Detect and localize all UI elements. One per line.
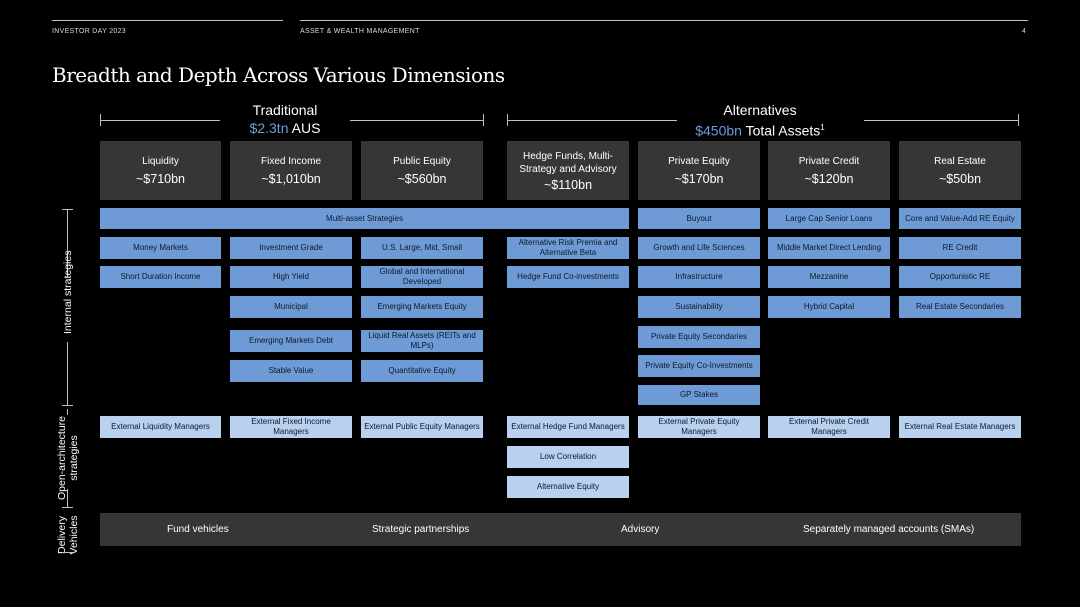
box-middle-market: Middle Market Direct Lending — [768, 237, 890, 259]
box-opportunistic-re: Opportunistic RE — [899, 266, 1021, 288]
side-label-delivery: Delivery Vehicles — [56, 515, 80, 555]
delivery-smas: Separately managed accounts (SMAs) — [803, 524, 975, 535]
box-quantitative-equity: Quantitative Equity — [361, 360, 483, 382]
box-ext-hedge-fund: External Hedge Fund Managers — [507, 416, 629, 438]
box-large-cap-senior: Large Cap Senior Loans — [768, 208, 890, 229]
box-pe-coinv: Private Equity Co-Investments — [638, 355, 760, 377]
alternatives-amount: $450bn — [695, 122, 742, 139]
box-re-secondaries: Real Estate Secondaries — [899, 296, 1021, 318]
traditional-label: Traditional — [252, 102, 318, 118]
alternatives-bracket-right-tick — [1018, 114, 1019, 126]
box-low-correlation: Low Correlation — [507, 446, 629, 468]
side-label-internal: Internal strategies — [62, 250, 74, 334]
traditional-bracket-right-tick — [483, 114, 484, 126]
header-line-right — [300, 20, 1028, 21]
page-title: Breadth and Depth Across Various Dimensi… — [52, 63, 505, 87]
box-growth-life: Growth and Life Sciences — [638, 237, 760, 259]
side-tick-delivery-bottom — [62, 552, 73, 553]
box-infrastructure: Infrastructure — [638, 266, 760, 288]
delivery-vehicles-bar: Fund vehicles Strategic partnerships Adv… — [100, 513, 1021, 546]
box-global-intl: Global and International Developed — [361, 266, 483, 288]
box-us-large-mid-small: U.S. Large, Mid, Small — [361, 237, 483, 259]
alternatives-label: Alternatives — [723, 102, 797, 118]
category-liquidity: Liquidity ~$710bn — [100, 141, 221, 200]
category-hedge-funds: Hedge Funds, Multi-Strategy and Advisory… — [507, 141, 629, 200]
box-stable-value: Stable Value — [230, 360, 352, 382]
delivery-strategic-partnerships: Strategic partnerships — [372, 524, 470, 535]
traditional-suffix: AUS — [291, 120, 321, 136]
category-private-equity: Private Equity ~$170bn — [638, 141, 760, 200]
box-pe-secondaries: Private Equity Secondaries — [638, 326, 760, 348]
box-hedge-fund-coinv: Hedge Fund Co-investments — [507, 266, 629, 288]
alternatives-total: $450bn Total Assets1 — [660, 119, 860, 140]
side-tick-open-bottom — [62, 507, 73, 508]
box-short-duration: Short Duration Income — [100, 266, 221, 288]
category-name: Fixed Income — [260, 156, 322, 167]
box-buyout: Buyout — [638, 208, 760, 229]
header-event: INVESTOR DAY 2023 — [52, 28, 126, 35]
alternatives-footnote: 1 — [820, 123, 825, 132]
side-line-internal-upper — [67, 209, 68, 277]
category-value: ~$120bn — [804, 172, 854, 186]
category-name: Private Equity — [668, 156, 730, 167]
header-line-left — [52, 20, 283, 21]
page-number: 4 — [1022, 28, 1027, 35]
box-emerging-markets-equity: Emerging Markets Equity — [361, 296, 483, 318]
category-name: Liquidity — [142, 156, 179, 167]
box-emerging-markets-debt: Emerging Markets Debt — [230, 330, 352, 352]
box-municipal: Municipal — [230, 296, 352, 318]
category-private-credit: Private Credit ~$120bn — [768, 141, 890, 200]
category-name: Hedge Funds, Multi-Strategy and Advisory — [519, 150, 617, 175]
box-hybrid-capital: Hybrid Capital — [768, 296, 890, 318]
traditional-amount: $2.3tn — [249, 120, 289, 136]
category-name: Public Equity — [393, 156, 451, 167]
side-line-open-lower — [67, 489, 68, 507]
side-tick-internal-bottom — [62, 405, 73, 406]
category-fixed-income: Fixed Income ~$1,010bn — [230, 141, 352, 200]
delivery-advisory: Advisory — [621, 524, 660, 535]
category-name: Real Estate — [934, 156, 986, 167]
alternatives-bracket-left — [507, 120, 677, 121]
box-investment-grade: Investment Grade — [230, 237, 352, 259]
box-ext-liquidity: External Liquidity Managers — [100, 416, 221, 438]
side-line-internal-lower — [67, 342, 68, 405]
box-ext-real-estate: External Real Estate Managers — [899, 416, 1021, 438]
alternatives-bracket-right — [864, 120, 1018, 121]
alternatives-suffix: Total Assets — [745, 122, 821, 139]
side-line-open-upper — [67, 409, 68, 415]
box-alternative-equity: Alternative Equity — [507, 476, 629, 498]
alternatives-heading: Alternatives $450bn Total Assets1 — [660, 101, 860, 140]
box-re-credit: RE Credit — [899, 237, 1021, 259]
delivery-fund-vehicles: Fund vehicles — [167, 524, 229, 535]
box-mezzanine: Mezzanine — [768, 266, 890, 288]
box-alt-risk-premia: Alternative Risk Premia and Alternative … — [507, 237, 629, 259]
category-public-equity: Public Equity ~$560bn — [361, 141, 483, 200]
traditional-bracket-left — [100, 120, 220, 121]
traditional-heading: Traditional $2.3tn AUS — [220, 101, 350, 137]
box-high-yield: High Yield — [230, 266, 352, 288]
traditional-bracket-right — [350, 120, 483, 121]
category-value: ~$50bn — [938, 172, 982, 186]
side-label-open: Open-architecture strategies — [56, 415, 80, 501]
category-value: ~$170bn — [674, 172, 724, 186]
header-section: ASSET & WEALTH MANAGEMENT — [300, 28, 420, 35]
traditional-total: $2.3tn AUS — [220, 119, 350, 137]
box-sustainability: Sustainability — [638, 296, 760, 318]
box-liquid-real-assets: Liquid Real Assets (REITs and MLPs) — [361, 330, 483, 352]
box-ext-private-equity: External Private Equity Managers — [638, 416, 760, 438]
category-name: Private Credit — [798, 156, 860, 167]
category-real-estate: Real Estate ~$50bn — [899, 141, 1021, 200]
box-core-value-add: Core and Value-Add RE Equity — [899, 208, 1021, 229]
box-ext-private-credit: External Private Credit Managers — [768, 416, 890, 438]
box-ext-fixed-income: External Fixed Income Managers — [230, 416, 352, 438]
box-multi-asset: Multi-asset Strategies — [100, 208, 629, 229]
category-value: ~$560bn — [397, 172, 447, 186]
category-value: ~$1,010bn — [261, 172, 321, 186]
category-value: ~$110bn — [543, 177, 593, 192]
box-gp-stakes: GP Stakes — [638, 385, 760, 405]
box-money-markets: Money Markets — [100, 237, 221, 259]
box-ext-public-equity: External Public Equity Managers — [361, 416, 483, 438]
category-value: ~$710bn — [135, 172, 185, 186]
